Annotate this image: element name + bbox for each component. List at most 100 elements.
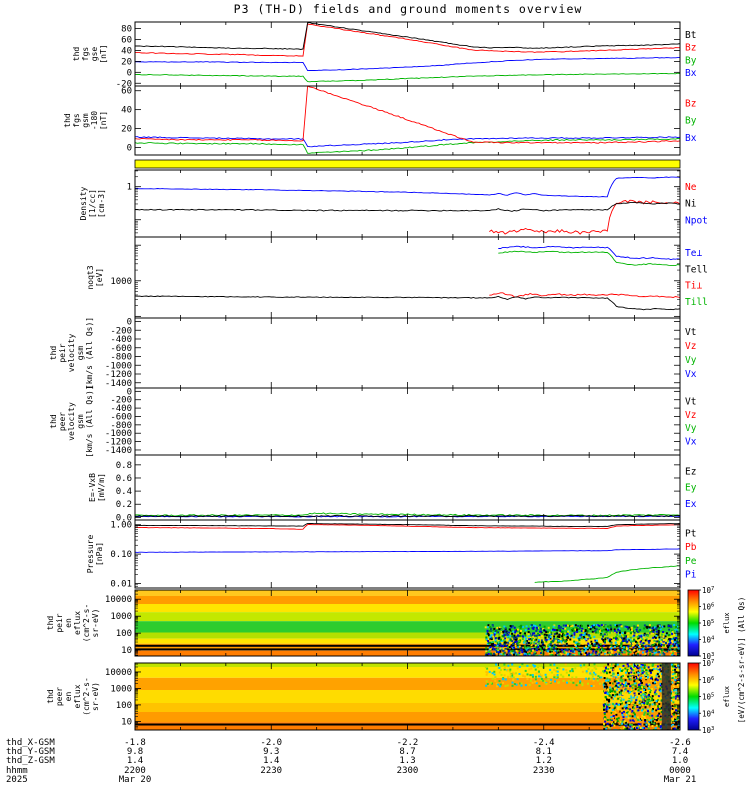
panel-ylabel: fgs [72,113,81,128]
axis-row-label: thd_X-GSM [6,738,55,748]
panel-ylabel: en [64,692,73,702]
ytick-label: 0.6 [116,474,132,484]
ytick-label: 100 [116,629,132,639]
panel-ylabel: [nPa] [95,542,104,566]
axis-row-value: -1.8 [124,738,146,748]
series-Bz [135,23,680,57]
series-label-Bx: Bx [685,133,697,144]
ytick-label: 0 [127,387,132,397]
series-Pe [534,565,680,583]
colorbar-tick: 105 [702,619,714,628]
series-Pb [135,524,680,530]
panel-ylabel: [km/s (All Qs)] [85,317,94,389]
ytick-label: -20 [116,79,132,89]
panel-ylabel: peer [58,412,67,431]
axis-row-value: -2.6 [669,738,691,748]
series-label-Ne: Ne [685,182,697,193]
series-Te-perp [498,245,680,261]
ytick-label: -400 [110,404,132,414]
series-label-Ni: Ni [685,199,697,210]
ytick-label: -1200 [105,438,132,448]
panel-ylabel: E=-VxB [88,473,97,502]
series-Bx [135,56,680,72]
colorbar-tick: 103 [702,726,714,735]
ytick-label: 60 [121,36,132,46]
ytick-label: 100 [116,701,132,711]
axis-row-value: -2.2 [397,738,419,748]
ytick-label: 80 [121,25,132,35]
ytick-label: 10 [121,646,132,656]
colorbar-tick: 104 [702,636,715,645]
series-Ni [135,201,680,212]
axis-row-value: Mar 21 [664,775,697,785]
ytick-label: 0.10 [110,550,132,560]
series-label-Pe: Pe [685,556,697,567]
ytick-label: -1200 [105,370,132,380]
ytick-label: 1000 [110,684,132,694]
ytick-label: 10 [121,717,132,727]
ytick-label: 0 [127,143,132,153]
quality-flag-bar [134,159,681,169]
axis-row-value: -2.0 [260,738,282,748]
ytick-label: 1.00 [110,521,132,531]
colorbar-tick: 107 [702,659,714,668]
axis-row-value: 2330 [533,766,555,776]
colorbar [687,589,700,657]
series-label-Vt: Vt [685,396,696,407]
series-Bz [135,86,680,144]
ytick-label: 10000 [105,668,132,678]
colorbar-tick: 105 [702,693,714,702]
ytick-label: 40 [121,106,132,116]
series-label-Tell: Tell [685,264,708,275]
series-label-Vz: Vz [685,410,696,421]
ytick-label: 1000 [110,277,132,287]
panel-ylabel: thd [72,47,81,62]
ytick-label: 1000 [110,612,132,622]
panel-ylabel: [cm-3] [97,189,106,218]
series-label-By: By [685,55,697,66]
axis-row-value: 1.4 [263,756,279,766]
panel-ylabel: [mV/m] [97,473,106,502]
ytick-label: -1000 [105,361,132,371]
series-Ne [489,199,680,235]
panel-density: 1 Density [1/cc] [cm-3] Ne Ni Npot [79,169,708,238]
panel-flag-bar [134,159,681,169]
axis-row-value: 1.3 [399,756,415,766]
panel-ylabel: gsm [76,414,85,429]
panel-ylabel: -180 [90,111,99,130]
ytick-label: 0.4 [116,487,132,497]
series-label-Te⊥: Te⊥ [685,248,702,259]
panel-efield: 0.8 0.6 0.4 0.2 0.0 E=-VxB [mV/m] Ez Ey Ex [88,454,697,523]
series-label-By: By [685,116,697,127]
ytick-label: 20 [121,125,132,135]
ytick-label: 40 [121,46,132,56]
ytick-label: -1400 [105,379,132,389]
ytick-label: 0.0 [116,513,132,523]
ytick-label: -600 [110,344,132,354]
series-label-Pt: Pt [685,529,696,540]
panel-ylabel: gsm [76,346,85,361]
panel-ylabel: thd [46,616,55,631]
axis-row-label: hhmm [6,766,28,776]
series-label-Till: Till [685,297,708,308]
series-Pi [135,548,680,553]
series-label-Vx: Vx [685,437,697,448]
panel-temperature: 1000 noqt3 [eV] Te⊥ Tell Ti⊥ Till [86,236,708,319]
panel-fgs-gsm: 60 40 20 0 thd fgs gsm -180 [nT] Bz By Bx [63,85,697,156]
series-label-Vy: Vy [685,423,697,434]
series-label-Bt: Bt [685,30,696,41]
series-label-Ex: Ex [685,499,697,510]
axis-row-value: 8.1 [536,747,552,757]
axis-row-value: 9.3 [263,747,279,757]
series-Tell [135,295,680,311]
series-label-Ez: Ez [685,466,696,477]
axis-row-value: 7.4 [672,747,688,757]
axis-row-label: thd_Z-GSM [6,756,55,766]
panel-ylabel: Density [79,186,88,220]
series-label-Vy: Vy [685,355,697,366]
series-label-Pi: Pi [685,569,697,580]
colorbar-tick: 107 [702,586,714,595]
